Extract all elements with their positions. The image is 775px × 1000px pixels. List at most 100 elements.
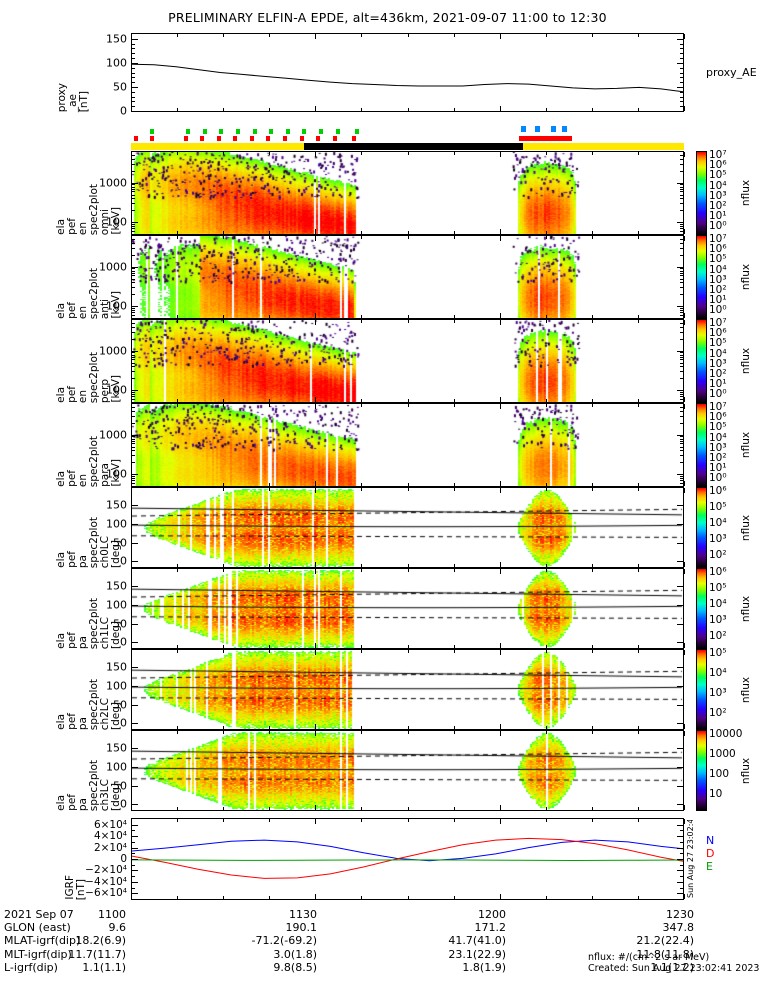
x-tick xyxy=(223,108,225,111)
x-tick xyxy=(637,650,639,653)
y-tick xyxy=(677,723,683,725)
y-tick-label: 100 xyxy=(106,517,127,531)
y-tick xyxy=(132,847,138,849)
igrf-legend-E: E xyxy=(706,860,713,873)
x-tick xyxy=(361,896,363,899)
x-tick xyxy=(361,315,363,318)
y-minor-tick xyxy=(132,188,135,190)
x-tick xyxy=(177,569,179,572)
green-marker xyxy=(319,129,324,134)
y-minor-tick xyxy=(680,242,683,244)
x-tick xyxy=(591,896,593,899)
y-minor-tick xyxy=(132,170,135,172)
x-tick xyxy=(591,819,593,822)
y-minor-tick xyxy=(680,223,683,225)
x-tick xyxy=(361,488,363,491)
y-minor-tick xyxy=(680,239,683,241)
x-tick xyxy=(453,152,455,155)
x-tick xyxy=(315,819,317,824)
y-minor-tick xyxy=(680,338,683,340)
x-tick xyxy=(223,399,225,402)
y-tick xyxy=(677,893,683,895)
y-minor-tick xyxy=(132,223,135,225)
x-tick xyxy=(591,564,593,567)
x-tick xyxy=(223,731,225,734)
x-tick xyxy=(637,399,639,402)
colorbar-tick-label: 10⁴ xyxy=(709,263,727,276)
panel-label-igrf: IGRF [nT] xyxy=(56,818,96,900)
colorbar-tick-label: 10⁴ xyxy=(709,516,727,529)
page-title: PRELIMINARY ELFIN-A EPDE, alt=436km, 202… xyxy=(168,10,607,25)
y-tick-label: 50 xyxy=(113,536,127,550)
y-tick xyxy=(132,222,138,224)
y-tick xyxy=(677,38,683,40)
panel-label-word: [keV] xyxy=(110,459,122,487)
x-tick xyxy=(177,231,179,234)
colorbar-tick-label: 10 xyxy=(709,787,723,800)
colorbar-cb-anti xyxy=(696,235,707,319)
y-minor-tick xyxy=(132,462,135,464)
colorbar-tick-label: 10³ xyxy=(709,532,727,545)
colorbar-tick-label: 10⁶ xyxy=(709,484,727,497)
y-tick-label: 1000 xyxy=(99,176,127,190)
x-tick xyxy=(591,315,593,318)
bottom-axis-value: 21.2(22.4) xyxy=(636,934,694,948)
y-minor-tick xyxy=(132,410,135,412)
y-tick xyxy=(132,561,138,563)
y-tick xyxy=(132,523,138,525)
y-minor-tick xyxy=(132,228,135,230)
x-tick xyxy=(361,108,363,111)
colorbar-tick-label: 10² xyxy=(709,548,727,561)
y-minor-tick xyxy=(132,475,135,477)
panel-label-word: _ae xyxy=(66,93,79,112)
x-tick xyxy=(315,643,317,648)
x-tick xyxy=(269,320,271,323)
x-tick xyxy=(545,645,547,648)
colorbar-cb-omni xyxy=(696,151,707,235)
y-tick xyxy=(132,766,138,768)
y-minor-tick xyxy=(680,287,683,289)
y-minor-tick xyxy=(680,43,683,45)
x-tick xyxy=(637,569,639,572)
footnote-units: nflux: #/(cm^2 s ar MeV) xyxy=(588,952,710,963)
x-tick xyxy=(223,564,225,567)
x-tick xyxy=(177,315,179,318)
y-minor-tick xyxy=(680,247,683,249)
colorbar-tick-label: 10³ xyxy=(709,189,727,202)
y-minor-tick xyxy=(132,477,135,479)
colorbar-tick-label: 10⁷ xyxy=(709,232,727,245)
y-minor-tick xyxy=(132,314,135,316)
x-tick xyxy=(684,643,685,648)
y-minor-tick xyxy=(132,450,135,452)
y-minor-tick xyxy=(680,422,683,424)
x-tick xyxy=(545,231,547,234)
y-minor-tick xyxy=(132,58,135,60)
colorbar-tick-label: 10¹ xyxy=(709,293,727,306)
x-tick xyxy=(637,236,639,239)
x-tick xyxy=(591,483,593,486)
colorbar-tick-label: 10⁶ xyxy=(709,565,727,578)
x-tick xyxy=(269,569,271,572)
x-tick xyxy=(269,108,271,111)
panel-label-word: [deg] xyxy=(110,621,122,649)
y-tick-label: 1000 xyxy=(99,428,127,442)
y-minor-tick xyxy=(132,446,135,448)
x-tick xyxy=(499,731,501,736)
y-tick-label: 100 xyxy=(106,679,127,693)
red-marker xyxy=(266,136,271,141)
y-minor-tick xyxy=(132,230,135,232)
x-tick xyxy=(177,807,179,810)
x-tick xyxy=(177,488,179,491)
x-tick xyxy=(315,313,317,318)
y-minor-tick xyxy=(680,462,683,464)
y-tick-label: 0 xyxy=(120,635,127,649)
panel-en-para xyxy=(131,403,684,487)
colorbar-tick-label: 10³ xyxy=(709,686,727,699)
x-tick xyxy=(131,152,132,157)
y-tick-label: 0 xyxy=(120,104,127,118)
x-tick xyxy=(545,807,547,810)
y-minor-tick xyxy=(132,210,135,212)
x-tick xyxy=(499,152,501,157)
x-tick xyxy=(315,34,317,39)
colorbar-cb-ch1lc xyxy=(696,568,707,649)
